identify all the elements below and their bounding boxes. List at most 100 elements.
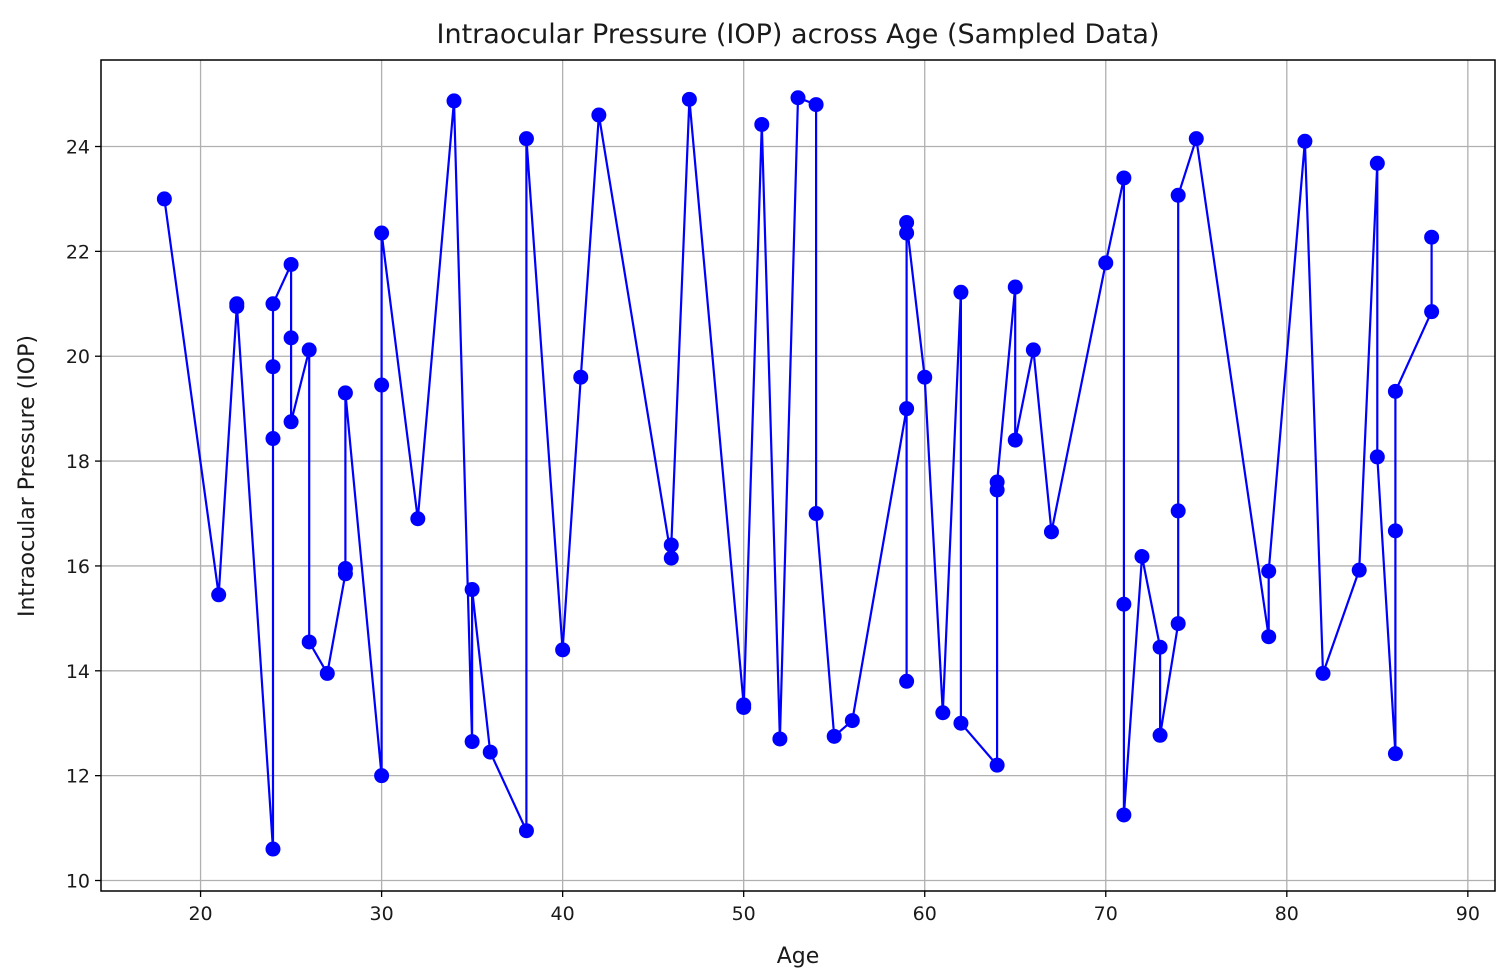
x-tick-label: 90 [1456, 903, 1480, 925]
data-point [899, 215, 915, 231]
data-point [156, 191, 172, 207]
data-point [446, 93, 462, 109]
data-point [808, 506, 824, 522]
data-point [518, 131, 534, 147]
data-point [1351, 562, 1367, 578]
y-axis-label: Intraocular Pressure (IOP) [15, 335, 40, 617]
data-point [464, 734, 480, 750]
data-point [1116, 596, 1132, 612]
data-point [374, 768, 390, 784]
data-point [953, 715, 969, 731]
y-tick-label: 18 [66, 451, 90, 473]
data-point [1116, 170, 1132, 186]
data-point [1297, 133, 1313, 149]
data-point [1170, 616, 1186, 632]
axis-ticks: 20 30 40 50 60 70 80 90 10 12 14 16 18 20 22 24 [66, 137, 1480, 925]
x-tick-label: 80 [1275, 903, 1299, 925]
data-point [1152, 727, 1168, 743]
data-point [374, 377, 390, 393]
data-point [464, 582, 480, 598]
data-point [826, 728, 842, 744]
data-point [1387, 746, 1403, 762]
data-point [482, 744, 498, 760]
data-point [808, 97, 824, 113]
data-point [265, 296, 281, 312]
y-tick-label: 24 [66, 137, 90, 159]
chart-title: Intraocular Pressure (IOP) across Age (S… [437, 19, 1160, 50]
data-point [301, 634, 317, 650]
data-point [935, 705, 951, 721]
data-point [283, 256, 299, 272]
data-point [1043, 524, 1059, 540]
data-point [211, 587, 227, 603]
data-point [1152, 639, 1168, 655]
data-point [410, 511, 426, 527]
y-tick-label: 14 [66, 661, 90, 683]
data-point [337, 385, 353, 401]
data-point [573, 369, 589, 385]
data-point [1134, 549, 1150, 565]
x-tick-label: 30 [370, 903, 394, 925]
data-point [1261, 563, 1277, 579]
data-point [754, 116, 770, 132]
data-point [1098, 255, 1114, 271]
x-tick-label: 50 [732, 903, 756, 925]
data-point [301, 342, 317, 358]
y-tick-label: 20 [66, 346, 90, 368]
data-point [899, 225, 915, 241]
data-point [1025, 342, 1041, 358]
plot-frame [100, 59, 1496, 892]
data-point [899, 401, 915, 417]
y-tick-label: 22 [66, 241, 90, 263]
data-point [283, 414, 299, 430]
data-point [265, 431, 281, 447]
data-point [283, 330, 299, 346]
data-point [1116, 807, 1132, 823]
data-point [1387, 523, 1403, 539]
data-point [736, 699, 752, 715]
data-point [518, 823, 534, 839]
data-point [1387, 383, 1403, 399]
data-point [1369, 155, 1385, 171]
x-tick-label: 60 [913, 903, 937, 925]
y-tick-label: 10 [66, 871, 90, 893]
x-axis-label: Age [777, 944, 820, 969]
y-tick-label: 16 [66, 556, 90, 578]
series-group [156, 90, 1440, 857]
data-point [663, 537, 679, 553]
data-point [953, 284, 969, 300]
data-point [681, 91, 697, 107]
data-point [1170, 187, 1186, 203]
x-tick-label: 40 [551, 903, 575, 925]
data-point [989, 757, 1005, 773]
data-point [1188, 131, 1204, 147]
data-point [899, 673, 915, 689]
data-point [265, 841, 281, 857]
data-point [1170, 503, 1186, 519]
data-point [374, 225, 390, 241]
data-point [265, 359, 281, 375]
data-point [1369, 449, 1385, 465]
x-tick-label: 70 [1094, 903, 1118, 925]
data-point [591, 107, 607, 123]
data-point [555, 642, 571, 658]
series-line [163, 96, 1433, 851]
data-point [989, 474, 1005, 490]
data-point [337, 561, 353, 577]
data-point [1315, 665, 1331, 681]
data-point [844, 713, 860, 729]
data-point [1007, 432, 1023, 448]
data-point [772, 731, 788, 747]
data-point [790, 90, 806, 106]
x-tick-label: 20 [188, 903, 212, 925]
data-point [1261, 629, 1277, 645]
y-tick-label: 12 [66, 766, 90, 788]
data-point [1424, 229, 1440, 245]
data-point [229, 296, 245, 312]
data-point [663, 550, 679, 566]
data-point [1007, 279, 1023, 295]
data-point [319, 665, 335, 681]
data-point [1424, 304, 1440, 320]
data-point [917, 369, 933, 385]
